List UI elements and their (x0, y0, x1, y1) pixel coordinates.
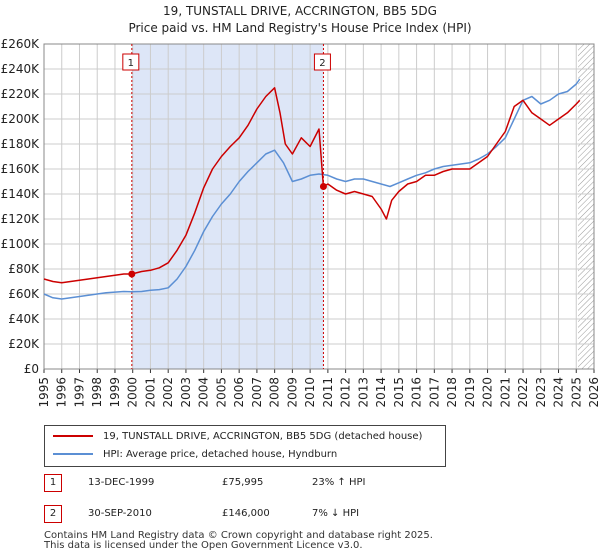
x-tick-label: 2002 (161, 377, 175, 408)
x-tick-label: 2012 (339, 377, 353, 408)
x-tick-label: 2018 (445, 377, 459, 408)
property-price-line (43, 87, 581, 284)
sale-point (128, 270, 136, 278)
x-tick-label: 1999 (108, 377, 122, 408)
x-tick-label: 2004 (197, 377, 211, 408)
sale-hpi-diff: 7% ↓ HPI (312, 508, 360, 519)
x-tick-label: 2025 (569, 377, 583, 408)
sale-label-number: 1 (128, 58, 134, 69)
sale-row: 2 30-SEP-2010 £146,000 7% ↓ HPI (44, 505, 444, 525)
sale-date: 13-DEC-1999 (88, 477, 155, 488)
x-tick-label: 2000 (126, 377, 140, 408)
sale-label-box (122, 53, 140, 71)
y-tick-label: £140K (1, 187, 41, 201)
x-tick-label: 2021 (498, 377, 512, 408)
x-tick-label: 2017 (427, 377, 441, 408)
legend-label-hpi: HPI: Average price, detached house, Hynd… (103, 449, 338, 460)
sale-label-box (313, 53, 331, 71)
y-tick-label: £20K (8, 337, 40, 351)
x-tick-label: 2009 (285, 377, 299, 408)
y-tick-label: £80K (8, 262, 40, 276)
y-tick-label: £240K (1, 62, 41, 76)
legend-label-property: 19, TUNSTALL DRIVE, ACCRINGTON, BB5 5DG … (103, 431, 423, 442)
x-tick-label: 2024 (552, 377, 566, 408)
y-tick-label: £220K (1, 87, 41, 101)
y-tick-label: £180K (1, 137, 41, 151)
sale-period-shading (131, 44, 324, 369)
y-tick-label: £100K (1, 237, 41, 251)
chart-title-line1: 19, TUNSTALL DRIVE, ACCRINGTON, BB5 5DG (163, 4, 437, 18)
x-tick-label: 2019 (463, 377, 477, 408)
x-tick-label: 1995 (37, 377, 51, 408)
y-tick-label: £160K (1, 162, 41, 176)
x-tick-label: 2008 (268, 377, 282, 408)
x-tick-label: 2026 (587, 377, 600, 408)
x-tick-label: 1997 (72, 377, 86, 408)
x-tick-label: 2022 (516, 377, 530, 408)
sale-date: 30-SEP-2010 (88, 508, 152, 519)
sale-point (319, 183, 327, 190)
legend-swatch-property (53, 435, 93, 437)
x-tick-label: 2003 (179, 377, 193, 408)
footer-line2: This data is licensed under the Open Gov… (44, 540, 363, 551)
chart-legend: 19, TUNSTALL DRIVE, ACCRINGTON, BB5 5DG … (44, 425, 446, 467)
footer-attribution: Contains HM Land Registry data © Crown c… (44, 531, 564, 551)
hpi-line (43, 78, 581, 300)
x-tick-label: 2020 (481, 377, 495, 408)
sale-row: 1 13-DEC-1999 £75,995 23% ↑ HPI (44, 474, 444, 494)
x-tick-label: 2007 (250, 377, 264, 408)
forecast-hatch-region (578, 44, 594, 369)
x-tick-label: 2013 (356, 377, 370, 408)
x-tick-label: 2014 (374, 377, 388, 408)
sale-number-badge: 2 (44, 505, 62, 523)
chart-title: 19, TUNSTALL DRIVE, ACCRINGTON, BB5 5DG … (0, 3, 600, 37)
y-tick-label: £0 (24, 362, 39, 376)
legend-item-hpi: HPI: Average price, detached house, Hynd… (53, 447, 337, 463)
price-chart: £0 £20K £40K £60K £80K £100K £120K £140K £160K £1… (1, 37, 600, 408)
legend-swatch-hpi (53, 453, 93, 455)
legend-item-property: 19, TUNSTALL DRIVE, ACCRINGTON, BB5 5DG … (53, 429, 422, 445)
x-tick-label: 2005 (214, 377, 228, 408)
x-tick-label: 2006 (232, 377, 246, 408)
sale-label-number: 2 (319, 58, 325, 69)
x-tick-label: 2011 (321, 377, 335, 408)
sale-price: £146,000 (222, 508, 270, 519)
sale-price: £75,995 (222, 477, 264, 488)
y-tick-label: £60K (8, 287, 40, 301)
x-tick-label: 2016 (410, 377, 424, 408)
y-tick-label: £200K (1, 112, 41, 126)
y-tick-label: £40K (8, 312, 40, 326)
x-tick-label: 2023 (534, 377, 548, 408)
x-tick-label: 2010 (303, 377, 317, 408)
x-tick-label: 2015 (392, 377, 406, 408)
x-tick-label: 1998 (90, 377, 104, 408)
x-tick-label: 1996 (55, 377, 69, 408)
footer-line1: Contains HM Land Registry data © Crown c… (44, 530, 433, 541)
y-tick-label: £260K (1, 37, 41, 51)
y-tick-label: £120K (1, 212, 41, 226)
chart-title-line2: Price paid vs. HM Land Registry's House … (128, 21, 472, 35)
sale-number-badge: 1 (44, 474, 62, 492)
plot-frame (43, 43, 595, 370)
x-tick-label: 2001 (143, 377, 157, 408)
sale-hpi-diff: 23% ↑ HPI (312, 477, 366, 488)
